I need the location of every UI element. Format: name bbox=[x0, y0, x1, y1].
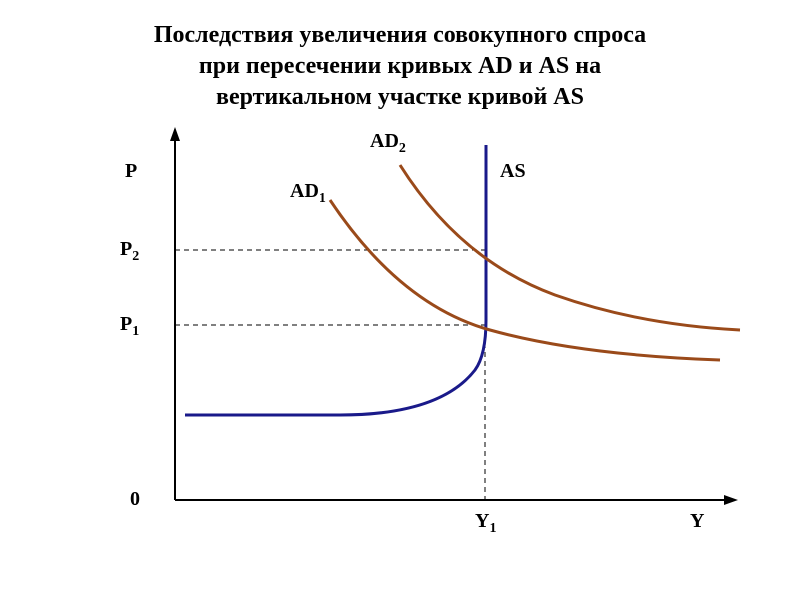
ad2-curve bbox=[400, 165, 740, 330]
label-ad1: AD1 bbox=[290, 180, 326, 207]
x-axis-arrow bbox=[724, 495, 738, 505]
label-p: P bbox=[125, 160, 137, 183]
label-y1: Y1 bbox=[475, 510, 496, 537]
ad1-curve bbox=[330, 200, 720, 360]
adas-chart bbox=[0, 0, 800, 600]
label-y: Y bbox=[690, 510, 704, 533]
y-axis-arrow bbox=[170, 127, 180, 141]
label-zero: 0 bbox=[130, 488, 140, 511]
label-as: AS bbox=[500, 160, 526, 183]
as-curve bbox=[185, 145, 486, 415]
label-ad2: AD2 bbox=[370, 130, 406, 157]
label-p2: P2 bbox=[120, 238, 139, 265]
label-p1: P1 bbox=[120, 313, 139, 340]
